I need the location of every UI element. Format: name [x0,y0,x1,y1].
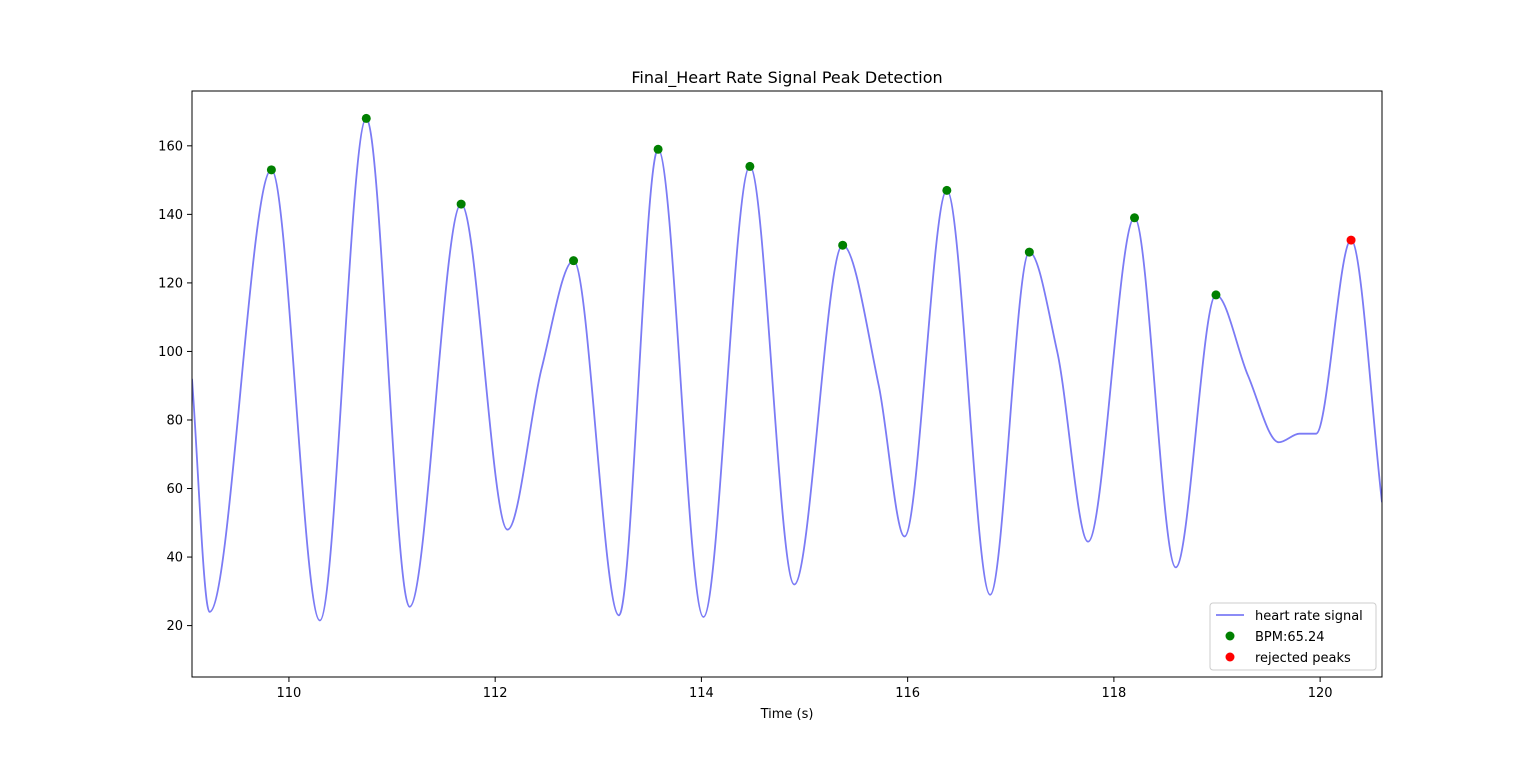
legend-label-signal: heart rate signal [1255,609,1363,624]
legend-label-bpm: BPM:65.24 [1255,630,1325,645]
y-tick-label: 160 [158,139,183,154]
legend-box [1209,602,1377,671]
x-tick-label: 114 [689,686,714,701]
accepted-peak-point [1211,290,1221,300]
chart-title: Final_Heart Rate Signal Peak Detection [631,68,942,88]
legend-label-rejected: rejected peaks [1255,651,1351,666]
x-tick-label: 120 [1308,686,1333,701]
heart-rate-signal-line [192,117,1382,622]
accepted-peak-point [942,185,952,195]
x-axis: 110 112 114 116 118 120 [277,677,1333,701]
accepted-peak-point [456,199,466,209]
accepted-peak-point [1024,247,1034,257]
y-tick-label: 80 [166,413,183,428]
legend-rejected-swatch [1225,652,1235,662]
y-tick-label: 120 [158,276,183,291]
legend: heart rate signal BPM:65.24 rejected pea… [1209,602,1377,671]
accepted-peak-point [266,165,276,175]
plot-frame [191,90,1383,678]
y-axis: 20 40 60 80 100 120 140 160 [158,139,192,634]
accepted-peak-point [838,240,848,250]
x-tick-label: 118 [1101,686,1126,701]
y-tick-label: 20 [166,619,183,634]
accepted-peak-point [569,256,579,266]
x-tick-label: 116 [895,686,920,701]
x-tick-label: 112 [483,686,508,701]
accepted-peak-point [653,144,663,154]
accepted-peak-point [361,113,371,123]
x-axis-label: Time (s) [760,707,814,722]
legend-accepted-swatch [1225,631,1235,641]
y-tick-label: 60 [166,482,183,497]
y-tick-label: 40 [166,551,183,566]
plot-area [191,90,1383,678]
accepted-peak-point [1130,213,1140,223]
rejected-peak-point [1346,235,1356,245]
y-tick-label: 100 [158,345,183,360]
y-tick-label: 140 [158,208,183,223]
accepted-peak-point [745,161,755,171]
x-tick-label: 110 [277,686,302,701]
